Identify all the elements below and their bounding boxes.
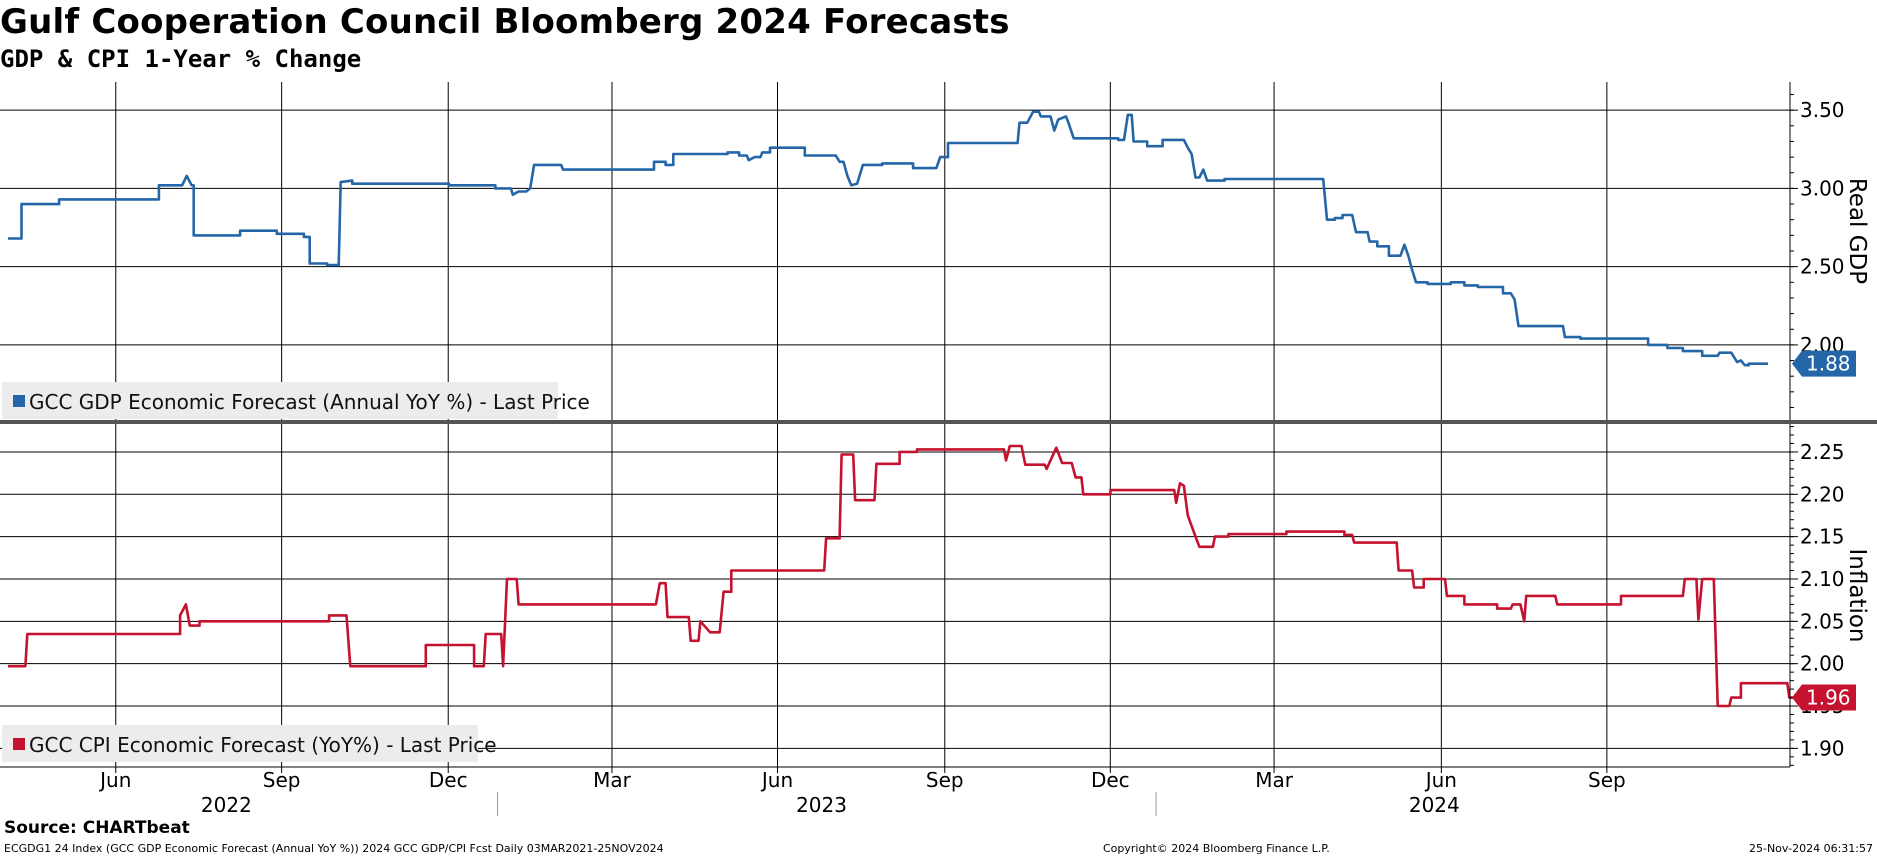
x-month-label: Jun bbox=[98, 768, 131, 792]
cpi-series-line bbox=[8, 444, 1826, 708]
x-year-label: 2023 bbox=[796, 793, 847, 817]
x-year-label: 2022 bbox=[201, 793, 252, 817]
cpi-legend-swatch bbox=[13, 738, 25, 750]
x-month-label: Jun bbox=[760, 768, 793, 792]
cpi-y-tick-label: 2.00 bbox=[1800, 652, 1845, 676]
x-month-label: Dec bbox=[1091, 768, 1130, 792]
gdp-last-value-badge bbox=[1792, 350, 1856, 377]
footer-ticker-info: ECGDG1 24 Index (GCC GDP Economic Foreca… bbox=[4, 842, 664, 855]
x-month-label: Jun bbox=[1424, 768, 1457, 792]
axes: 3.50 3.00 2.50 2.00 1.88 Real GDP 2.25 2.20 2.15… bbox=[0, 82, 1877, 817]
footer-copyright: Copyright© 2024 Bloomberg Finance L.P. bbox=[1103, 842, 1330, 855]
cpi-y-tick-label: 2.05 bbox=[1800, 609, 1845, 633]
series-lines bbox=[8, 110, 1826, 708]
cpi-last-value-badge bbox=[1792, 684, 1856, 711]
plot-frame bbox=[0, 82, 1790, 767]
chart-subtitle: GDP & CPI 1-Year % Change bbox=[0, 45, 362, 73]
x-month-label: Dec bbox=[429, 768, 468, 792]
x-month-label: Sep bbox=[263, 768, 301, 792]
x-month-label: Sep bbox=[926, 768, 964, 792]
cpi-y-tick-label: 2.25 bbox=[1800, 440, 1845, 464]
gdp-legend-box bbox=[2, 382, 558, 419]
gdp-axis-title: Real GDP bbox=[1844, 178, 1870, 284]
cpi-y-tick-label: 2.10 bbox=[1800, 567, 1845, 591]
cpi-axis-title: Inflation bbox=[1844, 549, 1870, 643]
footer-timestamp: 25-Nov-2024 06:31:57 bbox=[1748, 842, 1873, 855]
x-year-label: 2024 bbox=[1409, 793, 1460, 817]
x-month-label: Mar bbox=[593, 768, 632, 792]
gdp-y-tick-label: 2.50 bbox=[1800, 255, 1845, 279]
gdp-y-tick-label: 3.50 bbox=[1800, 98, 1845, 122]
cpi-y-tick-label: 2.20 bbox=[1800, 482, 1845, 506]
x-month-label: Sep bbox=[1588, 768, 1626, 792]
cpi-legend-label: GCC CPI Economic Forecast (YoY%) - Last … bbox=[29, 733, 497, 757]
x-month-label: Mar bbox=[1255, 768, 1294, 792]
cpi-y-tick-label: 1.90 bbox=[1800, 736, 1845, 760]
legends: GCC GDP Economic Forecast (Annual YoY %)… bbox=[2, 382, 590, 762]
gridlines bbox=[0, 82, 1790, 767]
gdp-y-tick-label: 3.00 bbox=[1800, 176, 1845, 200]
cpi-y-tick-label: 2.15 bbox=[1800, 525, 1845, 549]
cpi-last-value-label: 1.96 bbox=[1806, 686, 1851, 710]
gdp-series-line bbox=[8, 110, 1768, 367]
gdp-legend-label: GCC GDP Economic Forecast (Annual YoY %)… bbox=[29, 390, 590, 414]
gdp-legend-swatch bbox=[13, 395, 25, 407]
source-note: Source: CHARTbeat bbox=[4, 818, 190, 838]
cpi-legend-box bbox=[2, 725, 478, 762]
chart-title: Gulf Cooperation Council Bloomberg 2024 … bbox=[0, 2, 1010, 42]
gdp-last-value-label: 1.88 bbox=[1806, 352, 1851, 376]
